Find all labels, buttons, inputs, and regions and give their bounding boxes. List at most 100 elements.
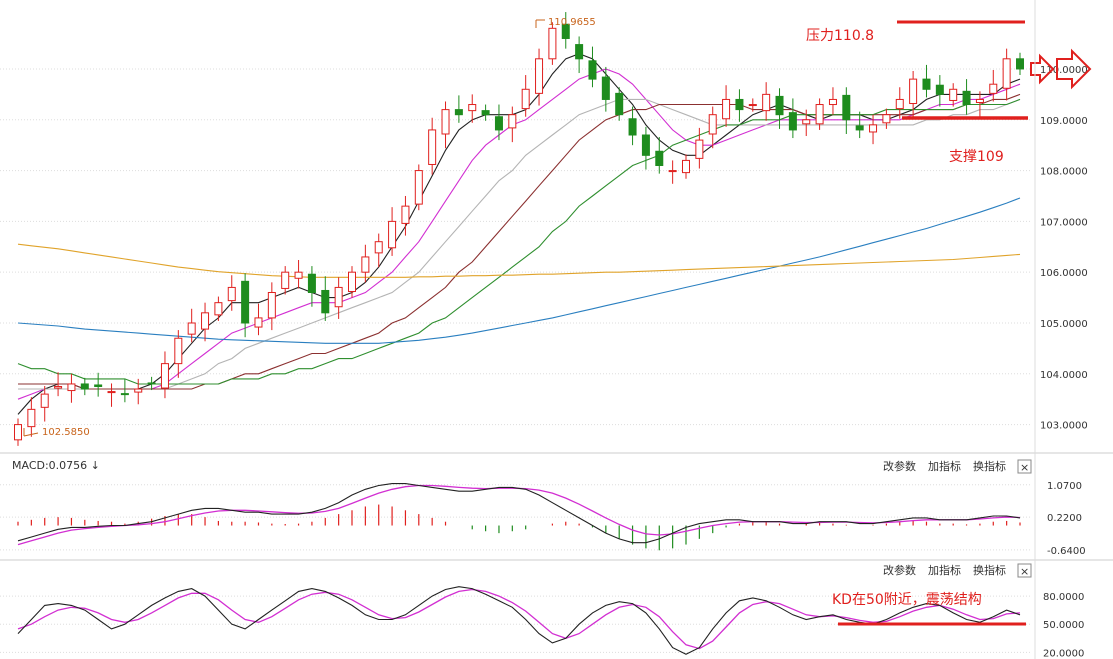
candlestick [428, 117, 437, 175]
candlesticks [14, 12, 1024, 446]
candle-body [788, 112, 797, 131]
candle-body [401, 205, 410, 224]
candlestick [187, 308, 196, 343]
price-tick-label: 105.0000 [1040, 319, 1088, 330]
macd-tick-label: 1.0700 [1047, 481, 1082, 492]
price-tick-label: 107.0000 [1040, 217, 1088, 228]
candlestick [267, 282, 276, 331]
candle-body [14, 424, 22, 441]
candlestick [802, 109, 811, 137]
kd-k-line [17, 586, 1021, 655]
candlestick [388, 207, 397, 256]
candle-body [441, 109, 450, 135]
candle-body [815, 104, 824, 125]
candle-body [748, 104, 757, 107]
candle-body [842, 94, 851, 121]
candlestick [254, 303, 263, 336]
kd-annotation: KD在50附近，震荡结构 [832, 592, 982, 608]
candle-body [267, 292, 276, 319]
kd-tick-label: 80.0000 [1043, 592, 1084, 603]
switch-indicator-button-macd[interactable]: 换指标 [973, 459, 1006, 473]
moving-average-line [17, 53, 1021, 415]
candlestick [27, 397, 36, 437]
macd-axis: 1.0700 0.2200 -0.6400 [1047, 481, 1086, 557]
candlestick [120, 379, 129, 403]
candle-body [294, 271, 303, 279]
candle-body [27, 408, 36, 428]
candlestick [441, 101, 450, 149]
candlestick [414, 164, 423, 211]
candlestick [134, 378, 143, 405]
change-params-button-macd[interactable]: 改参数 [883, 459, 916, 473]
candlestick [722, 85, 731, 127]
candlestick [935, 75, 944, 107]
candle-body [241, 280, 250, 324]
price-tick-label: 104.0000 [1040, 370, 1088, 381]
candle-body [802, 119, 811, 125]
candlestick [922, 64, 931, 98]
candle-body [975, 98, 984, 103]
candlestick [762, 82, 771, 121]
change-params-button-kd[interactable]: 改参数 [883, 563, 916, 577]
add-indicator-button-macd[interactable]: 加指标 [928, 459, 961, 473]
candle-body [909, 78, 918, 105]
candle-body [348, 271, 356, 292]
candle-body [147, 382, 156, 385]
candle-body [615, 92, 624, 116]
candlestick [735, 89, 744, 122]
price-tick-label: 108.0000 [1040, 167, 1088, 178]
moving-average-line [18, 98, 1021, 390]
candle-body [882, 114, 891, 124]
candle-body [281, 271, 290, 289]
candlestick [655, 137, 664, 174]
candle-body [388, 220, 397, 249]
candle-body [94, 384, 103, 387]
close-icon[interactable]: × [1017, 459, 1032, 474]
moving-average-line [17, 68, 1021, 400]
candlestick [962, 79, 971, 115]
high-marker: 110.9655 [535, 17, 596, 28]
candlestick [641, 126, 650, 170]
add-indicator-button-kd[interactable]: 加指标 [928, 563, 961, 577]
close-icon[interactable]: × [1017, 563, 1032, 578]
candlestick [54, 372, 63, 397]
candlestick [348, 266, 356, 298]
candlestick [1002, 48, 1011, 101]
candle-body [828, 98, 837, 106]
kd-tick-label: 20.0000 [1043, 648, 1084, 659]
kd-tick-label: 50.0000 [1043, 620, 1084, 631]
candle-body [67, 383, 76, 392]
candle-body [1002, 58, 1011, 89]
moving-average-line [17, 243, 1021, 278]
candlestick [94, 372, 103, 397]
candle-body [374, 241, 383, 254]
candlestick [695, 127, 704, 169]
candle-body [588, 60, 597, 80]
candle-body [120, 393, 129, 396]
moving-average-line [17, 98, 1021, 385]
candle-body [160, 363, 169, 389]
candle-body [414, 170, 423, 205]
candle-body [735, 98, 744, 111]
candlestick [869, 114, 878, 145]
candle-body [521, 88, 530, 110]
candlestick [40, 385, 49, 422]
candlestick [374, 233, 383, 268]
candle-body [361, 256, 370, 273]
support-annotation: 支撑109 [949, 149, 1004, 165]
candle-body [227, 286, 236, 302]
candle-body [641, 134, 650, 156]
moving-average-line [18, 93, 1021, 390]
candle-body [307, 273, 316, 294]
candlestick [855, 111, 864, 139]
moving-average-lines [17, 53, 1021, 415]
switch-indicator-button-kd[interactable]: 换指标 [973, 563, 1006, 577]
candlestick [788, 98, 797, 139]
candle-body [601, 76, 610, 100]
candlestick [160, 351, 169, 399]
price-axis: 103.0000 104.0000 105.0000 106.0000 107.0000… [1040, 65, 1088, 432]
candlestick [14, 418, 22, 446]
candlestick [561, 12, 570, 49]
macd-dif-line [17, 483, 1021, 544]
candle-body [107, 391, 116, 394]
